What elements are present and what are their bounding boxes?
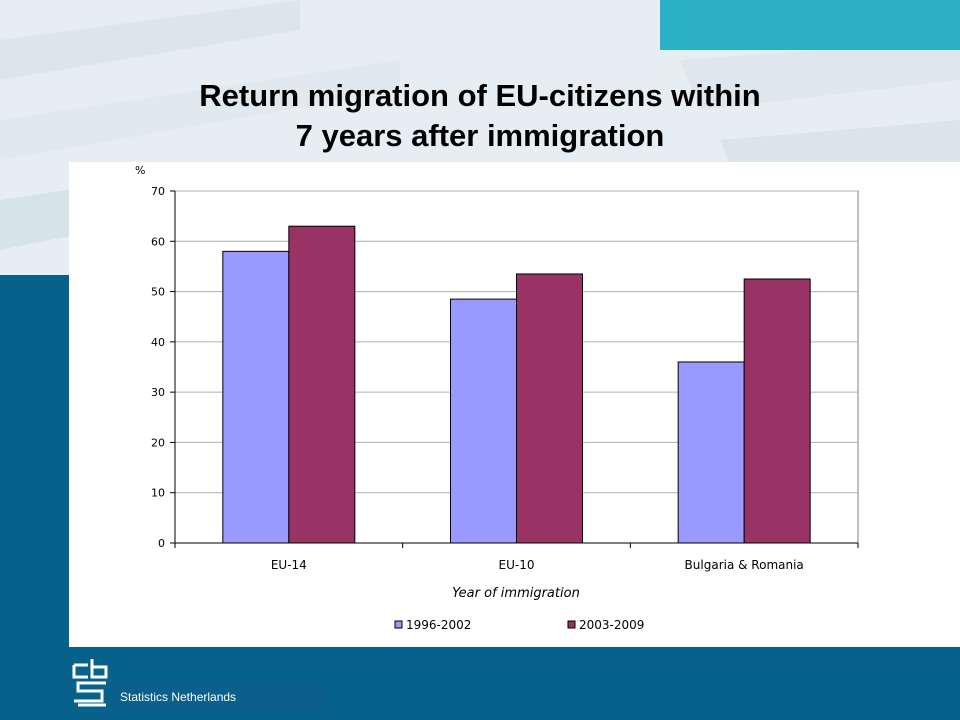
bar-1996-2002-EU-14 <box>222 250 290 544</box>
legend-swatch <box>394 620 403 629</box>
chart-panel: 0 10 20 30 40 50 60 70 EU-14 EU-10 Bulgaria & Rom… <box>69 162 960 647</box>
bar-chart: 0 10 20 30 40 50 60 70 EU-14 EU-10 Bulgaria & Rom… <box>135 164 859 632</box>
cbs-logo <box>72 659 108 707</box>
y-tick-label: 20 <box>151 436 165 449</box>
y-tick-label: 70 <box>151 185 165 198</box>
y-axis-label: % <box>135 164 145 177</box>
left-brand-bar <box>0 275 69 720</box>
y-tick-label: 30 <box>151 386 165 399</box>
y-tick-label: 50 <box>151 286 165 299</box>
bar-1996-2002-EU-10 <box>450 298 517 544</box>
x-category-label: Bulgaria & Romania <box>685 558 804 572</box>
y-tick-label: 40 <box>151 336 165 349</box>
x-axis-label: Year of immigration <box>452 586 580 601</box>
bar-2003-2009-EU-14 <box>288 225 356 544</box>
legend-label: 1996-2002 <box>406 618 471 632</box>
title-line-1: Return migration of EU-citizens within <box>199 78 761 113</box>
title-line-2: 7 years after immigration <box>295 118 665 153</box>
bar-2003-2009-Bulgaria & Romania <box>743 278 811 544</box>
footer-label: Statistics Netherlands <box>120 690 237 704</box>
y-tick-label: 0 <box>158 537 165 550</box>
y-tick-label: 10 <box>151 487 165 500</box>
bar-2003-2009-EU-10 <box>516 273 583 544</box>
footer-label-box <box>112 683 327 710</box>
x-category-label: EU-14 <box>271 558 307 572</box>
legend-label: 2003-2009 <box>579 618 644 632</box>
slide-title: Return migration of EU-citizens within 7… <box>80 76 880 156</box>
y-tick-label: 60 <box>151 235 165 248</box>
x-category-label: EU-10 <box>499 558 535 572</box>
accent-box <box>660 0 960 50</box>
legend-swatch <box>567 620 576 629</box>
bar-1996-2002-Bulgaria & Romania <box>677 361 745 544</box>
